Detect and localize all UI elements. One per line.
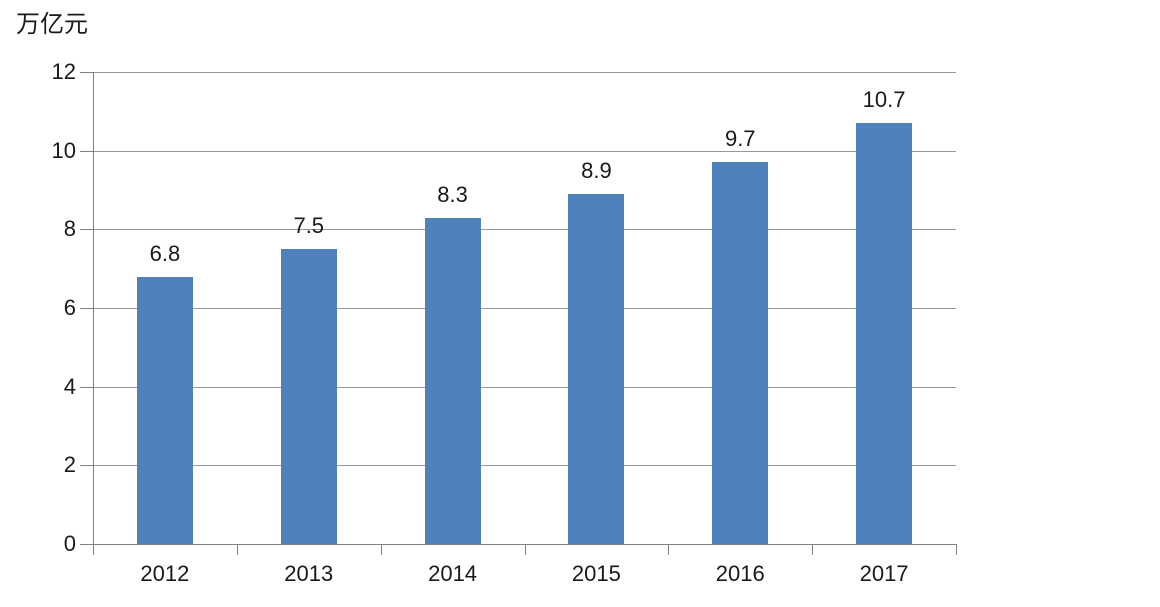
y-axis-title: 万亿元 — [16, 11, 88, 38]
bar-value-label: 10.7 — [862, 87, 906, 113]
x-tick-label: 2014 — [428, 561, 478, 586]
y-axis-line — [93, 72, 94, 544]
bar-value-label: 9.7 — [724, 126, 756, 152]
gridline — [93, 229, 956, 231]
y-tick-mark — [80, 465, 93, 467]
y-tick-mark — [80, 308, 93, 309]
y-tick-mark — [80, 72, 93, 73]
bar — [424, 217, 481, 544]
bar — [280, 249, 337, 544]
y-tick-mark — [80, 229, 93, 231]
y-tick-mark — [80, 544, 93, 545]
gridline — [93, 465, 956, 467]
bar — [712, 162, 769, 544]
x-tick-mark — [812, 544, 814, 555]
y-tick-label: 2 — [63, 452, 76, 478]
x-tick-mark — [668, 544, 670, 555]
gridline — [93, 72, 956, 73]
bar — [856, 123, 913, 544]
x-tick-label: 2015 — [571, 561, 621, 586]
bar-value-label: 6.8 — [149, 240, 181, 266]
gridline — [93, 386, 956, 388]
x-tick-label: 2012 — [140, 561, 190, 586]
x-tick-label: 2017 — [859, 561, 909, 586]
bar-value-label: 7.5 — [293, 213, 325, 238]
bar — [568, 193, 625, 544]
y-tick-label: 0 — [63, 531, 76, 556]
x-tick-label: 2016 — [715, 561, 765, 586]
bar-value-label: 8.3 — [437, 181, 468, 207]
y-tick-label: 12 — [51, 59, 76, 84]
y-tick-mark — [80, 150, 93, 152]
gridline — [93, 308, 956, 309]
gridline — [93, 150, 956, 152]
bar-value-label: 8.9 — [581, 157, 612, 183]
y-tick-label: 4 — [63, 373, 76, 399]
y-tick-label: 8 — [63, 216, 76, 242]
x-tick-mark — [524, 544, 526, 555]
bar — [136, 276, 193, 544]
y-tick-label: 10 — [51, 137, 76, 163]
y-tick-label: 6 — [63, 295, 76, 320]
x-tick-mark — [236, 544, 238, 555]
x-tick-label: 2013 — [284, 561, 334, 586]
x-tick-mark — [380, 544, 382, 555]
x-tick-mark — [956, 544, 957, 555]
x-tick-mark — [93, 544, 94, 555]
y-tick-mark — [80, 386, 93, 388]
